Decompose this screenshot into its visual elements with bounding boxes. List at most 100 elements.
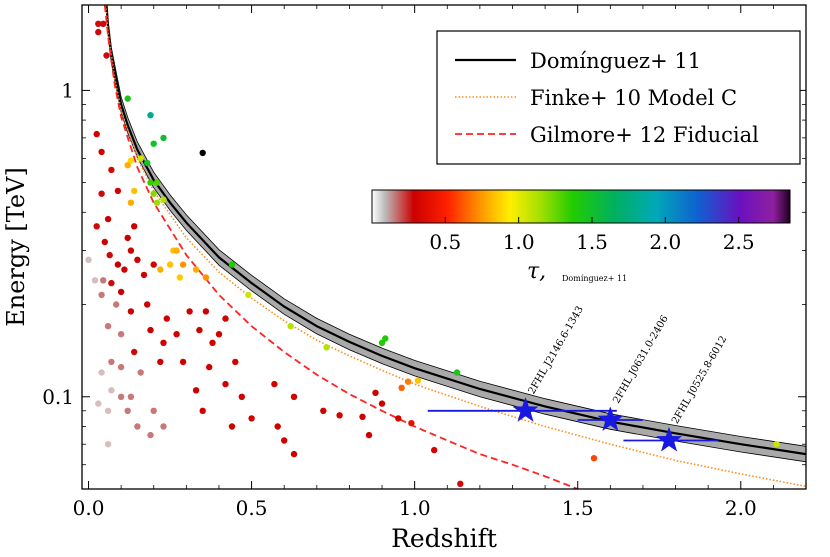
blazar-point	[245, 291, 252, 299]
blazar-point	[228, 423, 236, 430]
blazar-point	[93, 130, 100, 138]
blazar-point	[378, 400, 386, 407]
blazar-point	[117, 363, 125, 371]
blazar-point	[192, 387, 200, 394]
blazar-point	[274, 423, 281, 430]
blazar-point	[124, 234, 131, 242]
blazar-point	[85, 256, 92, 263]
blazar-point	[91, 277, 99, 284]
blazar-point	[232, 358, 239, 366]
blazar-point	[157, 266, 164, 273]
blazar-point	[320, 407, 327, 414]
source-label: 2FHL J2146.6-1343	[527, 304, 586, 396]
blazar-point	[453, 369, 461, 376]
blazar-point	[95, 400, 102, 407]
blazar-point	[114, 187, 122, 195]
colorbar-label-subscript: Domínguez+ 11	[562, 274, 627, 283]
x-tick-label: 0.5	[236, 496, 268, 520]
blazar-point	[98, 190, 105, 197]
blazar-point	[173, 247, 180, 254]
blazar-point	[153, 179, 161, 186]
x-axis: 0.0 0.5 1.0 1.5 2.0	[73, 5, 774, 520]
blazar-point	[147, 431, 154, 439]
blazar-point	[160, 134, 167, 142]
colorbar-label-symbol: τ,	[527, 259, 546, 284]
blazar-point	[127, 199, 135, 206]
blazar-point	[134, 423, 141, 430]
blazar-point	[395, 415, 402, 422]
blazar-point	[290, 450, 298, 458]
legend-label-gilmore: Gilmore+ 12 Fiducial	[530, 123, 759, 147]
blazar-point	[144, 159, 151, 167]
blazar-point	[137, 369, 144, 376]
blazar-point	[192, 266, 200, 273]
blazar-point	[137, 155, 144, 162]
blazar-point	[382, 335, 389, 342]
blazar-point	[414, 377, 422, 384]
dominguez-uncertainty-band	[106, 5, 806, 463]
y-tick-label: 0.1	[42, 385, 74, 409]
x-tick-label: 1.5	[562, 496, 594, 520]
blazar-point	[131, 348, 138, 356]
blazar-point	[117, 288, 125, 296]
plot-frame	[81, 4, 807, 490]
blazar-point	[166, 261, 174, 268]
source-star-marker	[512, 397, 539, 422]
blazar-point	[150, 407, 157, 414]
blazar-point	[98, 148, 105, 156]
blazar-point	[108, 279, 115, 287]
blazar-point	[113, 301, 120, 308]
colorbar-tick-label: 2.0	[649, 230, 681, 254]
blazar-point	[144, 301, 151, 308]
blazar-point	[131, 223, 138, 230]
colorbar-tick-label: 0.5	[429, 230, 461, 254]
blazar-point	[104, 441, 112, 448]
blazar-point	[98, 369, 105, 376]
blazar-point	[147, 326, 154, 334]
blazar-point	[108, 166, 115, 174]
blazar-point	[140, 271, 148, 279]
blazar-point	[281, 437, 288, 444]
colorbar-tick-label: 1.0	[503, 230, 535, 254]
blazar-point	[108, 387, 115, 394]
blazar-point	[98, 291, 105, 299]
blazar-point	[134, 256, 141, 263]
legend-label-finke: Finke+ 10 Model C	[530, 86, 737, 110]
finke-curve	[105, 5, 806, 488]
blazar-point	[117, 331, 125, 338]
y-axis: 10.1	[42, 78, 806, 490]
blazar-point	[773, 441, 780, 448]
blazar-point	[431, 446, 438, 454]
blazar-point	[160, 339, 167, 346]
x-tick-label: 2.0	[725, 496, 757, 520]
blazar-point	[101, 238, 109, 246]
blazar-point	[108, 358, 115, 366]
blazar-point	[179, 358, 187, 366]
source-star-marker	[597, 406, 624, 432]
blazar-point	[150, 261, 157, 268]
blazar-point	[104, 323, 112, 330]
2fhl-sources	[427, 397, 718, 452]
blazar-point	[404, 378, 412, 385]
x-axis-label: Redshift	[391, 524, 497, 553]
blazar-point	[457, 480, 464, 487]
blazar-point	[196, 326, 203, 334]
y-tick-label: 1	[61, 78, 74, 102]
blazar-point	[590, 455, 598, 462]
blazar-point	[228, 261, 236, 268]
blazar-point	[160, 196, 167, 203]
blazar-point	[127, 247, 135, 254]
blazar-point	[124, 95, 131, 102]
colorbar-gradient	[371, 189, 791, 224]
blazar-point	[206, 363, 213, 371]
blazar-point	[290, 393, 298, 400]
blazar-point	[336, 412, 343, 419]
legend-label-dominguez: Domínguez+ 11	[530, 49, 701, 73]
blazar-point	[186, 308, 193, 315]
blazar-points	[85, 20, 780, 487]
blazar-point	[202, 274, 210, 281]
blazar-point	[103, 52, 110, 59]
blazar-point	[215, 331, 223, 338]
blazar-point	[147, 179, 154, 186]
